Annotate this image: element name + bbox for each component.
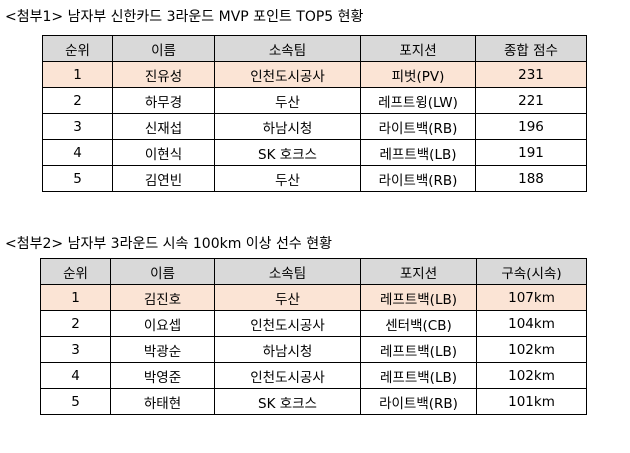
cell-score: 231	[475, 61, 587, 88]
cell-position: 레프트백(LB)	[360, 284, 477, 311]
table-row: 3 박광순 하남시청 레프트백(LB) 102km	[40, 336, 587, 363]
cell-position: 레프트백(LB)	[360, 362, 477, 389]
header-total-score: 종합 점수	[475, 35, 587, 62]
cell-speed: 107km	[476, 284, 587, 311]
header-position: 포지션	[360, 258, 477, 285]
cell-name: 진유성	[112, 61, 215, 88]
cell-name: 박영준	[110, 362, 215, 389]
speed-100kmh-table: 순위 이름 소속팀 포지션 구속(시속) 1 김진호 두산 레프트백(LB) 1…	[40, 258, 587, 415]
cell-position: 라이트백(RB)	[360, 165, 476, 192]
cell-team: 인천도시공사	[214, 61, 361, 88]
table-row: 5 하태현 SK 호크스 라이트백(RB) 101km	[40, 388, 587, 415]
cell-name: 이요셉	[110, 310, 215, 337]
header-speed: 구속(시속)	[476, 258, 587, 285]
header-team: 소속팀	[214, 258, 361, 285]
cell-name: 이현식	[112, 139, 215, 166]
table-row: 4 박영준 인천도시공사 레프트백(LB) 102km	[40, 362, 587, 389]
cell-rank: 2	[40, 310, 111, 337]
cell-rank: 5	[40, 388, 111, 415]
cell-rank: 1	[40, 284, 111, 311]
cell-position: 레프트백(LB)	[360, 139, 476, 166]
cell-position: 라이트백(RB)	[360, 388, 477, 415]
cell-name: 신재섭	[112, 113, 215, 140]
cell-team: 하남시청	[214, 113, 361, 140]
cell-rank: 1	[42, 61, 113, 88]
mvp-points-table: 순위 이름 소속팀 포지션 종합 점수 1 진유성 인천도시공사 피벗(PV) …	[42, 35, 587, 192]
cell-score: 191	[475, 139, 587, 166]
cell-name: 하무경	[112, 87, 215, 114]
header-team: 소속팀	[214, 35, 361, 62]
cell-name: 김연빈	[112, 165, 215, 192]
cell-speed: 104km	[476, 310, 587, 337]
table2-caption: <첨부2> 남자부 3라운드 시속 100km 이상 선수 현황	[5, 236, 332, 252]
table-row: 1 김진호 두산 레프트백(LB) 107km	[40, 284, 587, 311]
cell-rank: 3	[40, 336, 111, 363]
cell-rank: 5	[42, 165, 113, 192]
table-header-row: 순위 이름 소속팀 포지션 종합 점수	[42, 35, 587, 62]
cell-team: 두산	[214, 284, 361, 311]
table-row: 3 신재섭 하남시청 라이트백(RB) 196	[42, 113, 587, 140]
cell-team: SK 호크스	[214, 388, 361, 415]
header-rank: 순위	[42, 35, 113, 62]
cell-rank: 4	[40, 362, 111, 389]
cell-position: 라이트백(RB)	[360, 113, 476, 140]
table-row: 4 이현식 SK 호크스 레프트백(LB) 191	[42, 139, 587, 166]
cell-team: 두산	[214, 87, 361, 114]
header-rank: 순위	[40, 258, 111, 285]
cell-position: 피벗(PV)	[360, 61, 476, 88]
cell-name: 김진호	[110, 284, 215, 311]
header-position: 포지션	[360, 35, 476, 62]
table-row: 2 이요셉 인천도시공사 센터백(CB) 104km	[40, 310, 587, 337]
cell-speed: 102km	[476, 336, 587, 363]
cell-position: 레프트백(LB)	[360, 336, 477, 363]
cell-position: 레프트윙(LW)	[360, 87, 476, 114]
table1-caption: <첨부1> 남자부 신한카드 3라운드 MVP 포인트 TOP5 현황	[5, 9, 364, 25]
cell-rank: 4	[42, 139, 113, 166]
cell-team: 두산	[214, 165, 361, 192]
cell-score: 188	[475, 165, 587, 192]
table-row: 2 하무경 두산 레프트윙(LW) 221	[42, 87, 587, 114]
header-name: 이름	[112, 35, 215, 62]
cell-name: 박광순	[110, 336, 215, 363]
cell-score: 196	[475, 113, 587, 140]
cell-team: 인천도시공사	[214, 362, 361, 389]
cell-team: SK 호크스	[214, 139, 361, 166]
cell-score: 221	[475, 87, 587, 114]
table-row: 5 김연빈 두산 라이트백(RB) 188	[42, 165, 587, 192]
cell-speed: 101km	[476, 388, 587, 415]
cell-name: 하태현	[110, 388, 215, 415]
cell-rank: 2	[42, 87, 113, 114]
cell-speed: 102km	[476, 362, 587, 389]
cell-position: 센터백(CB)	[360, 310, 477, 337]
table-header-row: 순위 이름 소속팀 포지션 구속(시속)	[40, 258, 587, 285]
header-name: 이름	[110, 258, 215, 285]
cell-team: 인천도시공사	[214, 310, 361, 337]
cell-team: 하남시청	[214, 336, 361, 363]
table-row: 1 진유성 인천도시공사 피벗(PV) 231	[42, 61, 587, 88]
cell-rank: 3	[42, 113, 113, 140]
